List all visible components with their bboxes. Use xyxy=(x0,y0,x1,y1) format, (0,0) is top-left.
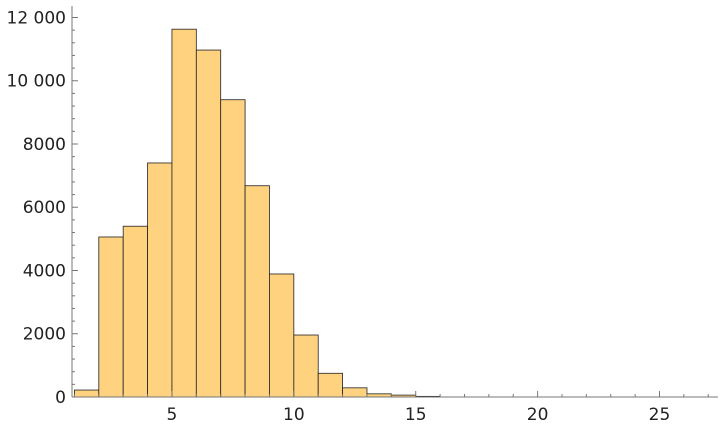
histogram-bar xyxy=(147,162,173,398)
histogram-bar xyxy=(74,389,100,398)
x-tick-label: 10 xyxy=(283,405,305,425)
histogram-bar xyxy=(98,236,124,398)
y-tick-label: 6000 xyxy=(23,198,66,218)
histogram-bar xyxy=(122,225,148,398)
y-tick-label: 12 000 xyxy=(7,8,66,28)
y-tick-label: 0 xyxy=(55,388,66,408)
y-tick-label: 2000 xyxy=(23,325,66,345)
y-tick-label: 4000 xyxy=(23,261,66,281)
histogram-bar xyxy=(342,387,368,398)
axes-group: 5 10 15 20 25 0 2000 4000 6000 8000 10 000 12 000 xyxy=(7,6,718,425)
y-tick-label: 10 000 xyxy=(7,72,66,92)
x-tick-label: 15 xyxy=(405,405,427,425)
x-tick-label: 20 xyxy=(527,405,549,425)
y-tick-label: 8000 xyxy=(23,135,66,155)
histogram-bar xyxy=(220,99,246,398)
histogram-bar xyxy=(293,334,319,398)
x-tick-label: 5 xyxy=(167,405,178,425)
histogram-bar xyxy=(195,49,222,398)
bars-group xyxy=(74,28,441,398)
histogram-bar xyxy=(171,28,197,398)
histogram-bar xyxy=(269,273,295,398)
histogram-bar xyxy=(244,185,270,398)
x-tick-label: 25 xyxy=(649,405,671,425)
histogram-bar xyxy=(317,372,343,398)
